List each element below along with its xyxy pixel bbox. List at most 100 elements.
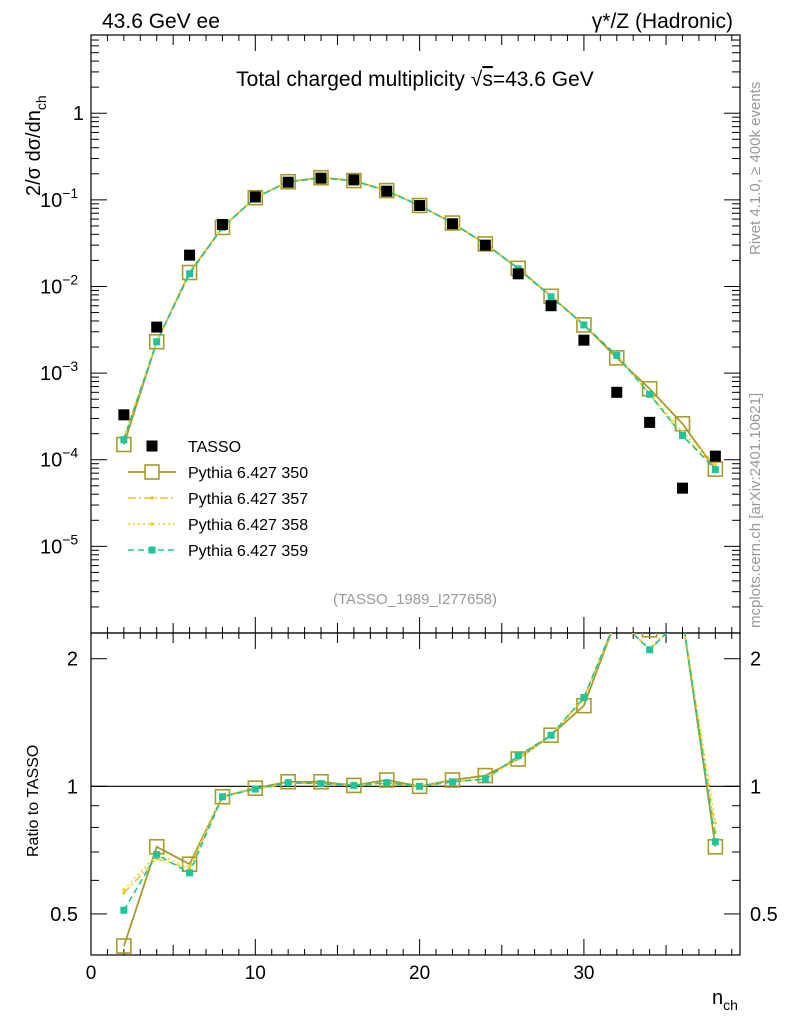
ratio-square-marker (547, 731, 555, 739)
ratio-square-marker (481, 775, 489, 783)
square-marker (547, 293, 555, 301)
data-point-marker (545, 300, 557, 312)
open-square-marker (378, 182, 395, 199)
ratio-y-tick-label-right: 0.5 (750, 904, 778, 926)
data-point-marker (118, 409, 130, 421)
ratio-open-square-marker (116, 938, 132, 954)
header-process-label: γ*/Z (Hadronic) (592, 10, 733, 33)
square-marker (120, 436, 128, 444)
main-series-pythia-6-427-357 (122, 176, 717, 469)
legend-entry: TASSO (146, 439, 241, 456)
tick-base: 10 (40, 190, 62, 212)
legend-label: Pythia 6.427 359 (188, 543, 308, 560)
series-line (123, 177, 716, 465)
tick-exponent: −5 (62, 531, 78, 547)
ratio-line (123, 633, 717, 911)
ratio-dot-marker (187, 865, 192, 869)
ratio-dot-marker (615, 616, 618, 619)
main-y-tick-label: 10−5 (40, 531, 78, 558)
ratio-y-tick-label-right: 2 (750, 649, 761, 671)
main-x-ticks (90, 35, 733, 633)
legend-label: TASSO (188, 439, 241, 456)
main-y-axis-label-main: 2/σ dσ/dn (23, 110, 45, 196)
ratio-series-pythia-6-427-358 (122, 616, 717, 892)
main-y-tick-label: 10−2 (40, 271, 78, 298)
tick-base: 10 (40, 276, 62, 298)
tick-base: 10 (40, 363, 62, 385)
ratio-dot-marker (681, 616, 684, 619)
ratio-panel: 0 10 20 30 2 2 1 1 0.5 0.5 Ratio to TASSO nch (25, 611, 778, 1013)
data-point-marker (151, 321, 163, 333)
legend-entry: Pythia 6.427 359 (128, 543, 308, 560)
open-square-marker (313, 169, 329, 186)
x-tick-label: 10 (245, 963, 266, 984)
ratio-square-marker (613, 614, 620, 621)
main-title-prefix: Total charged multiplicity (236, 68, 471, 91)
square-marker (711, 466, 719, 474)
square-marker (613, 351, 621, 359)
main-y-axis-label-sub: ch (33, 95, 49, 110)
tick-exponent: −2 (62, 271, 78, 287)
ratio-series-pythia-6-427-350 (116, 611, 724, 954)
square-marker (580, 321, 588, 329)
data-point-marker (348, 174, 360, 186)
ratio-open-square-marker (543, 727, 559, 744)
ratio-square-marker (646, 646, 654, 654)
ratio-y-tick-label: 1 (67, 776, 78, 798)
ratio-dot-marker (681, 616, 684, 619)
header-energy-label: 43.6 GeV ee (102, 10, 220, 33)
square-marker (646, 390, 654, 398)
x-tick-label: 20 (409, 963, 430, 984)
ratio-y-tick-label: 0.5 (50, 904, 78, 926)
ratio-y-ticks: 2 2 1 1 0.5 0.5 (50, 649, 778, 956)
data-point-marker (249, 191, 261, 203)
analysis-tag: (TASSO_1989_I277658) (333, 591, 497, 608)
ratio-square-marker (218, 793, 226, 801)
ratio-open-square-marker (214, 788, 231, 805)
open-square-marker (148, 333, 165, 350)
main-y-ticks: 110−110−210−310−410−5 (40, 34, 740, 634)
legend: TASSO Pythia 6.427 350 Pythia 6.427 357 Pyt… (128, 439, 308, 560)
data-point-marker (512, 268, 524, 280)
ratio-dot-marker (122, 891, 126, 895)
open-square-marker (411, 197, 428, 214)
dot-marker (713, 462, 717, 466)
legend-entry: Pythia 6.427 358 (128, 517, 308, 534)
open-square-marker (576, 317, 592, 333)
data-point-marker (578, 334, 590, 346)
main-title: Total charged multiplicity √s=43.6 GeV (236, 68, 594, 91)
ratio-open-square-marker (378, 772, 395, 788)
ratio-square-marker (317, 780, 325, 788)
legend-label: Pythia 6.427 350 (188, 465, 308, 482)
open-square-marker (477, 236, 494, 252)
open-square-marker (247, 189, 264, 206)
legend-marker (150, 522, 154, 526)
ratio-dot-marker (615, 616, 618, 619)
tick-exponent: −3 (62, 358, 78, 374)
data-point-marker (282, 176, 294, 188)
ratio-series-pythia-6-427-357 (122, 616, 717, 895)
ratio-square-marker (679, 614, 686, 621)
ratio-square-marker (580, 694, 588, 702)
main-series-pythia-6-427-359 (120, 174, 719, 474)
main-y-tick-label: 1 (73, 103, 84, 125)
data-point-marker (676, 482, 688, 494)
open-square-marker (444, 215, 461, 231)
ratio-square-marker (383, 779, 391, 787)
ratio-line (123, 633, 717, 891)
ratio-y-tick-label: 2 (67, 649, 78, 671)
ratio-open-square-marker (675, 611, 689, 625)
sqrt-s-text: s (482, 68, 493, 91)
ratio-y-axis-label: Ratio to TASSO (25, 745, 42, 857)
main-y-axis-label: 2/σ dσ/dnch (23, 95, 49, 196)
ratio-x-ticks: 0 10 20 30 (86, 633, 733, 984)
x-axis-label-sub: ch (723, 997, 738, 1013)
ratio-dot-marker (713, 821, 717, 825)
ratio-panel-frame (90, 632, 741, 956)
data-point-marker (709, 450, 721, 462)
sqrt-symbol: √ (471, 68, 483, 91)
series-line (123, 176, 717, 470)
data-point-marker (184, 249, 196, 261)
ratio-square-marker (514, 752, 522, 760)
